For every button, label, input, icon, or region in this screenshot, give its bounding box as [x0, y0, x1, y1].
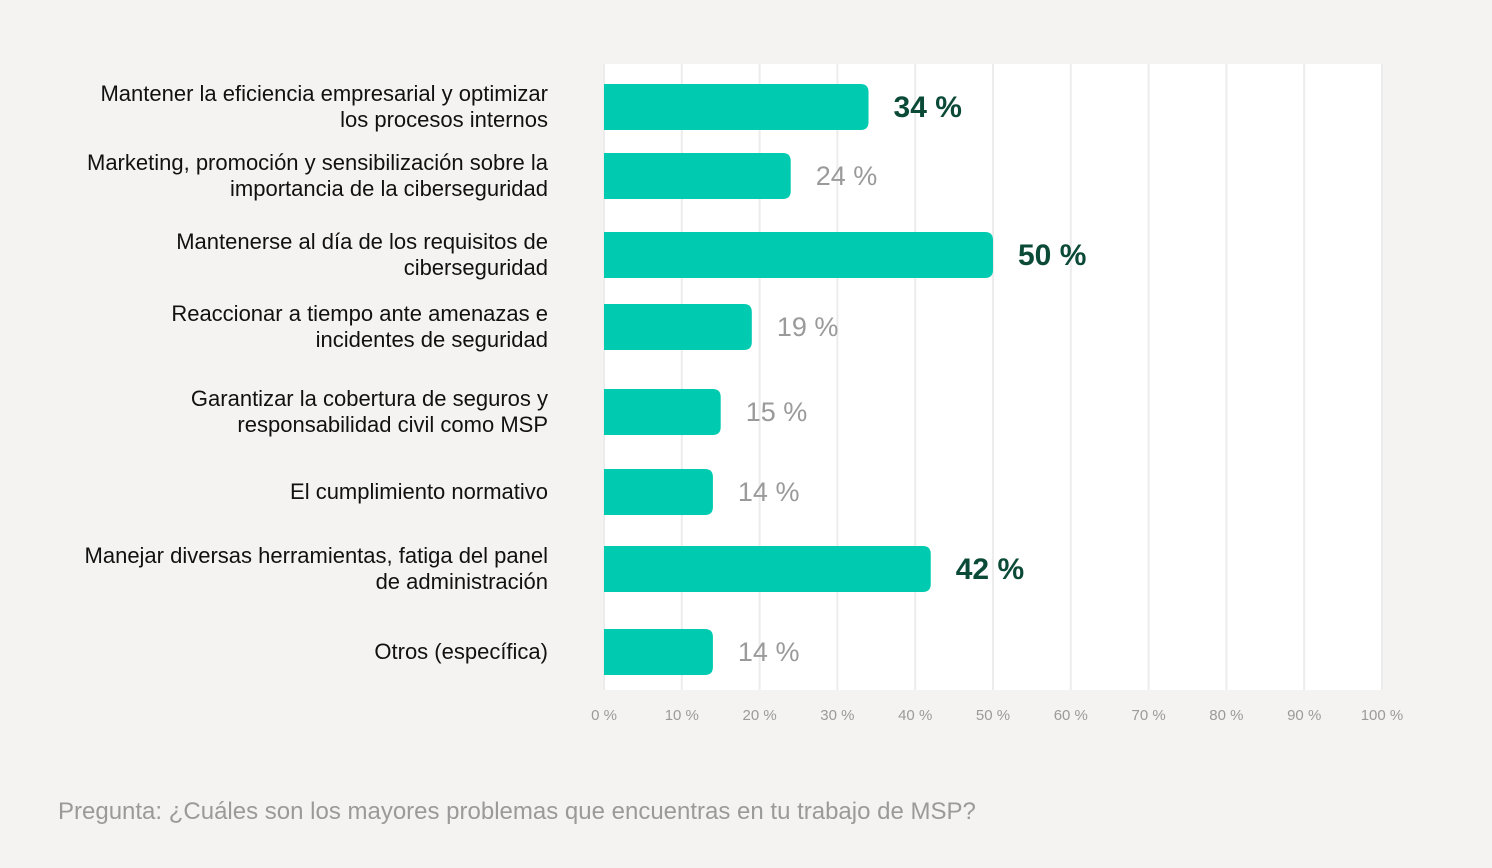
value-label: 14 % — [738, 637, 800, 667]
bar — [604, 232, 993, 278]
x-tick-label: 90 % — [1287, 707, 1321, 724]
x-tick-label: 60 % — [1054, 707, 1088, 724]
bar — [604, 304, 752, 350]
x-tick-label: 0 % — [591, 707, 617, 724]
category-label: Garantizar la cobertura de seguros y res… — [190, 386, 548, 437]
x-tick-label: 100 % — [1361, 707, 1404, 724]
category-label: Reaccionar a tiempo ante amenazas e inci… — [171, 301, 548, 352]
value-label: 14 % — [738, 477, 800, 507]
value-label: 42 % — [956, 553, 1024, 586]
category-label: El cumplimiento normativo — [290, 479, 548, 504]
x-tick-label: 80 % — [1209, 707, 1243, 724]
x-tick-label: 40 % — [898, 707, 932, 724]
category-label: Otros (específica) — [374, 639, 548, 664]
bar — [604, 546, 931, 592]
value-label: 50 % — [1018, 239, 1086, 272]
bar — [604, 84, 869, 130]
x-tick-label: 20 % — [742, 707, 776, 724]
category-label: Marketing, promoción y sensibilización s… — [87, 150, 548, 201]
category-label: Mantenerse al día de los requisitos de c… — [176, 229, 548, 280]
x-tick-label: 30 % — [820, 707, 854, 724]
category-label: Mantener la eficiencia empresarial y opt… — [100, 81, 548, 132]
bar — [604, 389, 721, 435]
value-label: 24 % — [816, 161, 878, 191]
value-label: 34 % — [894, 91, 962, 124]
bar — [604, 629, 713, 675]
value-label: 15 % — [746, 397, 808, 427]
x-tick-label: 10 % — [665, 707, 699, 724]
value-label: 19 % — [777, 312, 839, 342]
bar — [604, 469, 713, 515]
caption: Pregunta: ¿Cuáles son los mayores proble… — [58, 798, 976, 825]
bar — [604, 153, 791, 199]
x-tick-label: 70 % — [1131, 707, 1165, 724]
category-label: Manejar diversas herramientas, fatiga de… — [84, 543, 548, 594]
x-tick-label: 50 % — [976, 707, 1010, 724]
